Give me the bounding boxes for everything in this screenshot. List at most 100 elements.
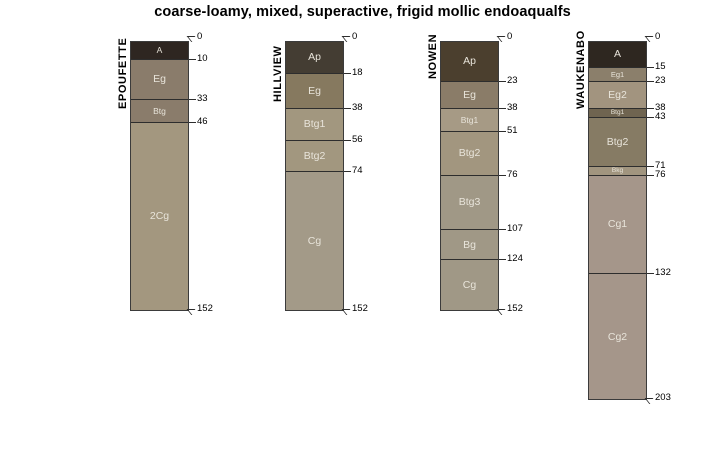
depth-tick	[189, 99, 196, 100]
depth-tick	[344, 108, 351, 109]
depth-label: 76	[507, 168, 518, 180]
horizon-btg2: Btg2	[286, 140, 343, 173]
horizon-label: Eg	[308, 84, 321, 97]
depth-tick	[189, 122, 196, 123]
depth-label: 38	[352, 101, 363, 113]
horizon-btg3: Btg3	[441, 175, 498, 231]
depth-tick	[647, 81, 654, 82]
depth-tick	[499, 229, 506, 230]
horizon-btg: Btg	[131, 100, 188, 123]
horizon-eg: Eg	[286, 73, 343, 109]
horizon-label: Cg1	[607, 218, 628, 231]
depth-label: 107	[507, 223, 523, 235]
horizon-eg: Eg	[441, 82, 498, 109]
depth-label: 124	[507, 253, 523, 265]
depth-label: 38	[655, 101, 666, 113]
horizon-btg2: Btg2	[589, 117, 646, 167]
depth-label: 18	[352, 66, 363, 78]
horizon-btg2: Btg2	[441, 131, 498, 176]
depth-label: 43	[655, 110, 666, 122]
horizon-cg: Cg	[441, 260, 498, 310]
profile-column: Ap Eg Btg1 Btg2 Btg3 Bg Cg	[440, 41, 499, 311]
horizon-ap: Ap	[441, 42, 498, 83]
horizon-cg2: Cg2	[589, 274, 646, 400]
depth-label: 74	[352, 165, 363, 177]
horizon-eg: Eg	[131, 59, 188, 101]
horizon-a: A	[131, 42, 188, 60]
depth-tick	[499, 259, 506, 260]
depth-label: 132	[655, 267, 671, 279]
depth-label: 33	[197, 93, 208, 105]
horizon-label: Bkg	[611, 166, 624, 174]
depth-label: 15	[655, 61, 666, 73]
horizon-bg: Bg	[441, 230, 498, 261]
depth-tick	[647, 117, 654, 118]
horizon-label: Btg2	[303, 149, 326, 162]
depth-label: 10	[197, 52, 208, 64]
horizon-label: Eg1	[610, 70, 625, 80]
horizon-label: Ap	[308, 51, 321, 64]
depth-label: 51	[507, 124, 518, 136]
horizon-label: Eg	[463, 88, 476, 101]
depth-label: 23	[655, 75, 666, 87]
horizon-a: A	[589, 42, 646, 69]
depth-label: 0	[197, 31, 203, 42]
depth-label: 46	[197, 115, 208, 127]
horizon-btg1: Btg1	[286, 108, 343, 141]
horizon-label: Btg3	[458, 196, 481, 209]
depth-label: 152	[197, 302, 213, 314]
profile-name-label: HILLVIEW	[272, 45, 284, 102]
depth-tick	[344, 140, 351, 141]
depth-tick	[499, 81, 506, 82]
horizon-label: A	[156, 45, 163, 56]
horizon-ap: Ap	[286, 42, 343, 74]
depth-label: 0	[655, 31, 661, 42]
depth-tick	[647, 67, 654, 68]
horizon-bkg: Bkg	[589, 166, 646, 176]
depth-tick	[647, 175, 654, 176]
depth-tick	[499, 108, 506, 109]
depth-label: 152	[352, 302, 368, 314]
depth-label: 152	[507, 302, 523, 314]
horizon-label: Cg	[307, 234, 322, 247]
depth-label: 0	[352, 31, 358, 42]
horizon-label: Cg	[462, 278, 477, 291]
depth-label: 38	[507, 101, 518, 113]
depth-label: 203	[655, 392, 671, 404]
page-title: coarse-loamy, mixed, superactive, frigid…	[154, 4, 571, 20]
depth-tick	[647, 273, 654, 274]
horizon-cg: Cg	[286, 172, 343, 310]
horizon-label: Cg2	[607, 330, 628, 343]
horizon-cg1: Cg1	[589, 175, 646, 275]
profile-name-label: WAUKENABO	[575, 30, 587, 110]
depth-label: 76	[655, 168, 666, 180]
horizon-2cg: 2Cg	[131, 122, 188, 310]
depth-tick	[344, 73, 351, 74]
depth-tick	[499, 131, 506, 132]
depth-label: 71	[655, 159, 666, 171]
horizon-label: Eg	[153, 73, 166, 86]
depth-tick	[344, 171, 351, 172]
horizon-label: 2Cg	[149, 209, 170, 222]
horizon-label: Btg2	[458, 147, 481, 159]
profile-column: Ap Eg Btg1 Btg2 Cg	[285, 41, 344, 311]
profile-column: A Eg1 Eg2 Btg1 Btg2 Bkg Cg1 Cg2	[588, 41, 647, 401]
horizon-label: Btg1	[610, 108, 625, 116]
depth-tick	[647, 166, 654, 167]
horizon-label: Btg	[153, 105, 166, 116]
horizon-label: Btg2	[606, 135, 629, 148]
horizon-label: Btg1	[460, 114, 479, 125]
depth-label: 0	[507, 31, 513, 42]
depth-label: 23	[507, 75, 518, 87]
depth-label: 56	[352, 133, 363, 145]
horizon-eg2: Eg2	[589, 82, 646, 109]
horizon-btg1: Btg1	[589, 108, 646, 118]
depth-tick	[647, 108, 654, 109]
horizon-label: Btg1	[303, 117, 326, 130]
horizon-label: Ap	[463, 55, 476, 68]
horizon-label: Eg2	[608, 88, 627, 101]
profile-column: A Eg Btg 2Cg	[130, 41, 189, 311]
profile-name-label: EPOUFETTE	[117, 37, 129, 110]
horizon-label: A	[613, 48, 621, 61]
